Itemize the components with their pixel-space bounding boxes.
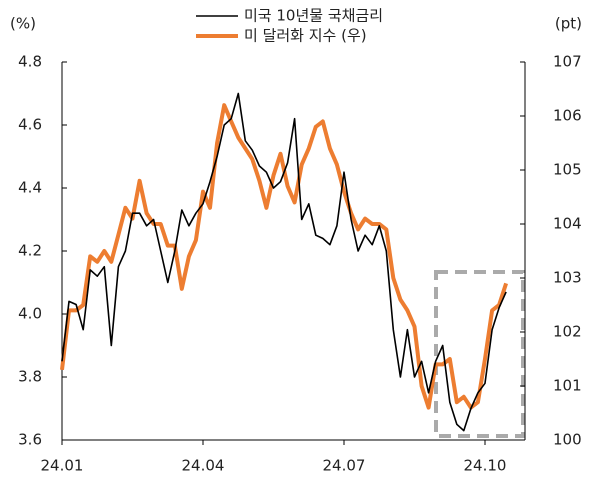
highlight-box [434, 270, 525, 438]
x-tick-label: 24.01 [41, 457, 84, 475]
y-axis-label: (%) [10, 15, 36, 33]
series-line [60, 103, 509, 410]
y-tick-label: 4.8 [18, 53, 42, 71]
y2-tick-label: 105 [553, 161, 582, 179]
y2-tick-label: 103 [553, 269, 582, 287]
y-tick-label: 3.8 [18, 368, 42, 386]
y2-tick-label: 102 [553, 323, 582, 341]
y-tick-label: 4.6 [18, 116, 42, 134]
legend-label: 미국 10년물 국채금리 [244, 7, 383, 25]
y2-tick-label: 101 [553, 377, 582, 395]
y-tick-label: 4.4 [18, 179, 42, 197]
y2-tick-label: 106 [553, 107, 582, 125]
y-tick-label: 4.0 [18, 305, 42, 323]
y2-axis-label: (pt) [555, 15, 582, 33]
series-line [61, 92, 507, 432]
y2-tick-label: 107 [553, 53, 582, 71]
legend-label: 미 달러화 지수 (우) [244, 27, 367, 45]
y-tick-label: 3.6 [18, 431, 42, 449]
y2-tick-label: 104 [553, 215, 582, 233]
x-tick-label: 24.04 [182, 457, 225, 475]
x-tick-label: 24.07 [323, 457, 366, 475]
y-tick-label: 4.2 [18, 242, 42, 260]
x-tick-label: 24.10 [464, 457, 507, 475]
y2-tick-label: 100 [553, 431, 582, 449]
